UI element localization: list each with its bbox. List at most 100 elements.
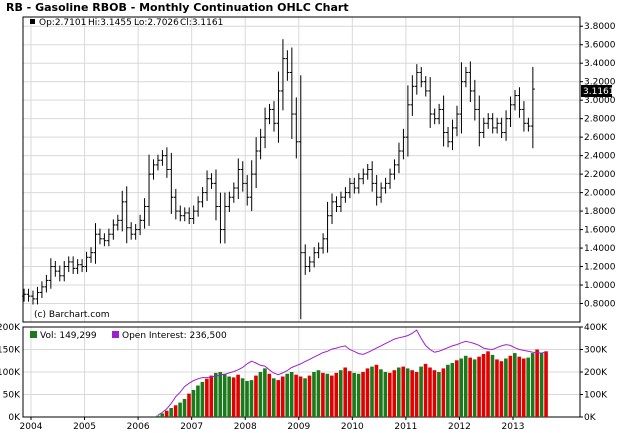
volume-bar [205,378,209,417]
watermark: (c) Barchart.com [34,310,110,320]
volume-bar [218,372,223,417]
volume-bar [392,370,397,417]
x-tick-label: 2006 [127,422,150,432]
volume-bar [303,378,307,417]
x-tick-label: 2007 [180,422,203,432]
volume-bar [419,366,423,417]
volume-bar [196,385,200,417]
open-interest-legend-swatch [112,331,119,338]
volume-bar [182,399,187,417]
open-interest-legend-label: Open Interest: 236,500 [122,331,227,341]
price-tick-label: 1.4000 [584,244,616,254]
volume-bar [334,372,339,417]
volume-bar [379,369,383,417]
price-tick-label: 1.2000 [584,263,616,273]
x-tick-label: 2008 [234,422,257,432]
volume-bar [249,380,254,417]
volume-bar [365,368,370,417]
volume-bar [307,375,312,417]
legend-open: Op:2.7101 [39,18,86,28]
volume-bar [477,356,481,417]
volume-bar [490,354,495,417]
volume-bar [325,373,330,417]
volume-bars [155,349,548,417]
volume-bar [330,375,334,417]
price-axis-ticks: 0.8000 1.0000 1.2000 1.4000 1.6000 1.8000 2.00… [580,22,616,310]
volume-bar [428,367,432,417]
volume-bar [227,376,231,417]
volume-bar [441,368,446,417]
x-axis-year-ticks: 2004 2005 2006 2007 2008 2009 2010 2011 2012 2013 [20,417,524,432]
volume-bar [338,370,343,417]
volume-bar [361,372,365,417]
volume-bar [245,381,249,417]
volume-bar [347,371,352,417]
volume-bar [263,368,267,417]
legend-high: Hi:3.1455 [88,18,132,28]
volume-legend-label: Vol: 149,299 [40,331,97,341]
volume-bar [187,393,191,417]
volume-bar [423,363,428,417]
volume-bar [343,367,348,417]
price-tick-label: 1.8000 [584,207,616,217]
volume-bar [294,374,298,417]
volume-bar [280,376,285,417]
volume-bar [432,370,437,417]
volume-bar [240,378,245,417]
volume-bar [446,364,450,417]
price-tick-label: 2.6000 [584,133,616,143]
volume-bar [495,359,499,417]
ohlc-bars [22,39,535,320]
open-interest-axis-ticks: 0K 100K 200K 300K 400K [580,323,608,423]
oi-tick-label: 400K [584,323,608,333]
volume-bar [289,372,294,417]
volume-bar [231,377,236,417]
volume-bar [164,410,169,417]
open-interest-line [157,329,547,416]
price-tick-label: 2.8000 [584,115,616,125]
volume-bar [544,351,548,417]
x-tick-label: 2011 [394,422,417,432]
oi-tick-label: 0K [584,413,597,423]
legend-low: Lo:2.7026 [134,18,179,28]
volume-bar [517,356,522,417]
volume-bar [209,375,214,417]
x-tick-label: 2004 [20,422,43,432]
volume-bar [169,408,173,417]
price-tick-label: 3.4000 [584,59,616,69]
volume-bar [508,355,513,417]
volume-bar [155,415,160,417]
volume-bar [267,373,272,417]
volume-bar [321,372,325,417]
volume-bar [539,353,544,417]
price-tick-label: 3.6000 [584,41,616,51]
volume-bar [356,373,361,417]
volume-bar [173,405,178,417]
volume-bar [388,372,392,417]
volume-bar [459,358,464,417]
volume-bar [454,360,459,417]
volume-bar [285,373,289,417]
volume-bar [499,361,504,417]
x-tick-label: 2010 [341,422,364,432]
price-tick-label: 3.2000 [584,78,616,88]
volume-bar [298,376,303,417]
volume-bar [222,373,227,417]
volume-tick-label: 50K [3,391,21,401]
volume-bar [463,355,468,417]
volume-bar [370,366,374,417]
volume-bar [414,372,419,417]
volume-bar [191,390,196,417]
volume-tick-label: 0K [8,413,21,423]
volume-bar [472,359,477,417]
volume-bar [276,380,281,417]
volume-bar [374,364,379,417]
price-gridlines [23,17,580,322]
last-price-label: 3.1161 [583,87,615,97]
volume-bar [504,358,508,417]
volume-tick-label: 100K [0,368,21,378]
volume-bar [468,357,472,417]
volume-bar [481,354,486,417]
price-tick-label: 3.8000 [584,22,616,32]
